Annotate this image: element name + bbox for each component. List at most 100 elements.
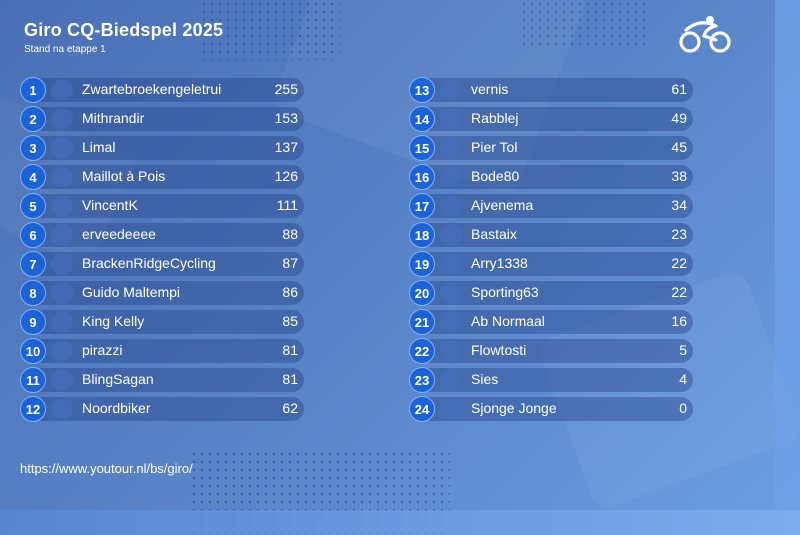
row-bar <box>419 310 693 334</box>
row-bar <box>419 194 693 218</box>
row-bar <box>419 397 693 421</box>
avatar <box>51 253 73 275</box>
rank-badge: 22 <box>409 338 435 364</box>
player-name: Bastaix <box>471 226 517 242</box>
player-score: 45 <box>671 139 687 155</box>
standing-row: 8 Guido Maltempi 86 <box>20 280 304 306</box>
standing-row: 10 pirazzi 81 <box>20 338 304 364</box>
standing-row: 24 Sjonge Jonge 0 <box>409 396 693 422</box>
player-name: pirazzi <box>82 342 123 358</box>
player-score: 5 <box>679 342 687 358</box>
row-bar <box>419 281 693 305</box>
player-name: Ajvenema <box>471 197 534 213</box>
rank-badge: 4 <box>20 164 46 190</box>
rank-badge: 11 <box>20 367 46 393</box>
player-name: Sjonge Jonge <box>471 400 557 416</box>
standings-column-left: 1 Zwartebroekengeletrui 255 2 Mithrandir 153 3… <box>20 77 304 426</box>
row-bar <box>419 136 693 160</box>
rank-badge: 2 <box>20 106 46 132</box>
player-name: Pier Tol <box>471 139 518 155</box>
standing-row: 5 VincentK 111 <box>20 193 304 219</box>
player-score: 85 <box>282 313 298 329</box>
rank-badge: 9 <box>20 309 46 335</box>
player-score: 81 <box>282 371 298 387</box>
avatar <box>51 311 73 333</box>
player-score: 49 <box>671 110 687 126</box>
avatar <box>51 108 73 130</box>
player-score: 22 <box>671 284 687 300</box>
rank-badge: 14 <box>409 106 435 132</box>
footer-url[interactable]: https://www.youtour.nl/bs/giro/ <box>20 461 193 476</box>
avatar <box>51 79 73 101</box>
avatar <box>440 369 462 391</box>
rank-badge: 21 <box>409 309 435 335</box>
rank-badge: 5 <box>20 193 46 219</box>
rank-badge: 8 <box>20 280 46 306</box>
player-name: BrackenRidgeCycling <box>82 255 216 271</box>
player-score: 88 <box>282 226 298 242</box>
row-bar <box>419 107 693 131</box>
avatar <box>440 311 462 333</box>
rank-badge: 24 <box>409 396 435 422</box>
standing-row: 12 Noordbiker 62 <box>20 396 304 422</box>
rank-badge: 12 <box>20 396 46 422</box>
standing-row: 20 Sporting63 22 <box>409 280 693 306</box>
standing-row: 7 BrackenRidgeCycling 87 <box>20 251 304 277</box>
row-bar <box>30 310 304 334</box>
player-score: 111 <box>276 197 298 213</box>
page-subtitle: Stand na etappe 1 <box>24 44 106 55</box>
row-bar <box>419 368 693 392</box>
dot-pattern <box>520 0 650 50</box>
cycling-logo-icon <box>676 14 736 56</box>
standing-row: 18 Bastaix 23 <box>409 222 693 248</box>
avatar <box>440 340 462 362</box>
row-bar <box>30 136 304 160</box>
row-bar <box>419 252 693 276</box>
player-score: 81 <box>282 342 298 358</box>
player-score: 22 <box>671 255 687 271</box>
dot-pattern <box>200 0 340 60</box>
player-name: Guido Maltempi <box>82 284 181 300</box>
player-name: Limal <box>82 139 116 155</box>
player-name: Arry1338 <box>471 255 528 271</box>
player-score: 38 <box>671 168 687 184</box>
avatar <box>440 108 462 130</box>
avatar <box>440 166 462 188</box>
row-bar <box>30 107 304 131</box>
standing-row: 19 Arry1338 22 <box>409 251 693 277</box>
rank-badge: 13 <box>409 77 435 103</box>
row-bar <box>419 339 693 363</box>
standing-row: 1 Zwartebroekengeletrui 255 <box>20 77 304 103</box>
avatar <box>440 137 462 159</box>
player-name: BlingSagan <box>82 371 154 387</box>
row-bar <box>30 252 304 276</box>
player-name: Flowtosti <box>471 342 527 358</box>
standing-row: 14 Rabblej 49 <box>409 106 693 132</box>
player-name: Sies <box>471 371 499 387</box>
player-name: Rabblej <box>471 110 519 126</box>
row-bar <box>419 223 693 247</box>
avatar <box>51 369 73 391</box>
row-bar <box>30 397 304 421</box>
avatar <box>440 79 462 101</box>
rank-badge: 17 <box>409 193 435 219</box>
rank-badge: 20 <box>409 280 435 306</box>
page-title: Giro CQ-Biedspel 2025 <box>24 20 224 40</box>
standing-row: 9 King Kelly 85 <box>20 309 304 335</box>
rank-badge: 23 <box>409 367 435 393</box>
player-name: Maillot à Pois <box>82 168 166 184</box>
player-score: 0 <box>679 400 687 416</box>
avatar <box>51 340 73 362</box>
avatar <box>51 398 73 420</box>
header: Giro CQ-Biedspel 2025 Stand na etappe 1 <box>24 20 223 55</box>
standing-row: 3 Limal 137 <box>20 135 304 161</box>
bottom-edge-band <box>0 510 800 535</box>
player-score: 23 <box>671 226 687 242</box>
player-name: Mithrandir <box>82 110 145 126</box>
player-score: 61 <box>671 81 687 97</box>
avatar <box>51 282 73 304</box>
player-name: Bode80 <box>471 168 520 184</box>
player-name: King Kelly <box>82 313 145 329</box>
rank-badge: 3 <box>20 135 46 161</box>
player-score: 153 <box>274 110 298 126</box>
